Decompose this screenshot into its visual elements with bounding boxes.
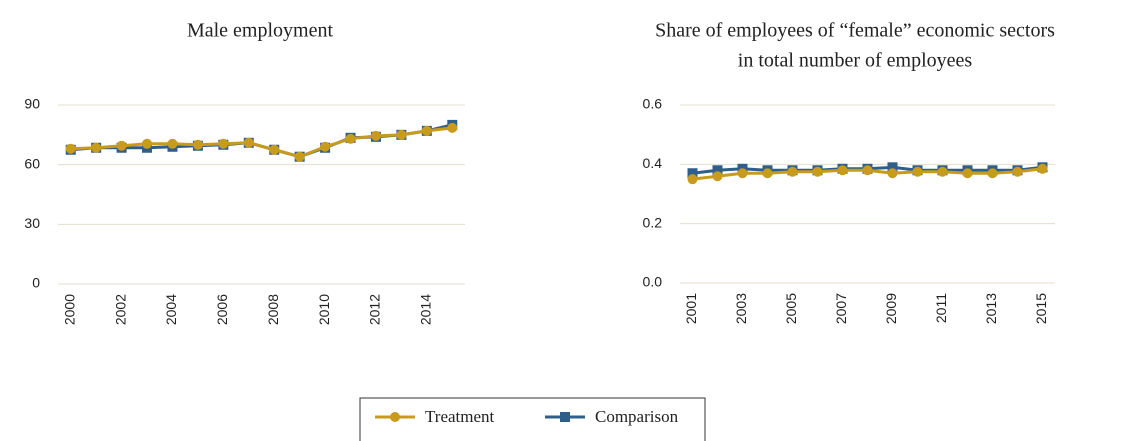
legend-box (359, 397, 706, 441)
marker (687, 168, 698, 179)
marker (370, 130, 381, 141)
x-tick-label: 2005 (783, 293, 799, 324)
marker (345, 133, 356, 144)
x-tick-label: 2002 (112, 294, 128, 325)
marker (787, 166, 798, 177)
marker (320, 141, 331, 152)
marker (167, 138, 178, 149)
marker (687, 174, 698, 185)
x-tick-label: 2000 (61, 294, 77, 325)
marker (737, 168, 748, 179)
marker (243, 137, 254, 148)
y-tick-label: 0.4 (643, 155, 663, 171)
y-tick-label: 0 (32, 275, 40, 291)
marker (142, 138, 153, 149)
marker (294, 151, 305, 162)
y-tick-label: 90 (24, 96, 40, 112)
marker (269, 144, 280, 155)
series-line (70, 126, 453, 159)
marker (421, 125, 432, 136)
chart-title: Share of employees of “female” economic … (655, 20, 1055, 42)
marker (218, 138, 229, 149)
legend-swatch (390, 412, 400, 422)
marker (887, 162, 898, 173)
marker (65, 143, 76, 154)
x-tick-label: 2011 (933, 293, 949, 323)
marker (712, 165, 723, 176)
marker (812, 166, 823, 177)
x-tick-label: 2014 (418, 294, 434, 325)
marker (912, 166, 923, 177)
x-tick-label: 2012 (367, 294, 383, 325)
marker (447, 122, 458, 133)
x-tick-label: 2001 (683, 293, 699, 324)
legend-label: Comparison (595, 407, 679, 426)
marker (116, 140, 127, 151)
marker (962, 168, 973, 179)
legend-swatch (560, 412, 570, 422)
marker (987, 168, 998, 179)
y-tick-label: 0.0 (643, 274, 663, 290)
marker (1012, 166, 1023, 177)
x-tick-label: 2003 (733, 293, 749, 324)
x-tick-label: 2009 (883, 293, 899, 324)
marker (91, 142, 102, 153)
marker (837, 165, 848, 176)
x-tick-label: 2008 (265, 294, 281, 325)
x-tick-label: 2015 (1033, 293, 1049, 324)
x-tick-label: 2007 (833, 293, 849, 324)
y-tick-label: 0.6 (643, 96, 663, 112)
marker (712, 171, 723, 182)
marker (1037, 163, 1048, 174)
x-tick-label: 2006 (214, 294, 230, 325)
x-tick-label: 2013 (983, 293, 999, 324)
x-tick-label: 2004 (163, 294, 179, 325)
y-tick-label: 60 (24, 155, 40, 171)
marker (887, 168, 898, 179)
series-line (70, 123, 453, 159)
legend: Treatment Comparison (359, 397, 706, 441)
chart-title: in total number of employees (738, 50, 973, 72)
marker (396, 129, 407, 140)
marker (937, 166, 948, 177)
chart-title: Male employment (187, 20, 334, 42)
marker (762, 168, 773, 179)
legend-label: Treatment (425, 407, 495, 426)
y-tick-label: 0.2 (643, 214, 663, 230)
marker (192, 139, 203, 150)
y-tick-label: 30 (24, 215, 40, 231)
marker (862, 165, 873, 176)
x-tick-label: 2010 (316, 294, 332, 325)
